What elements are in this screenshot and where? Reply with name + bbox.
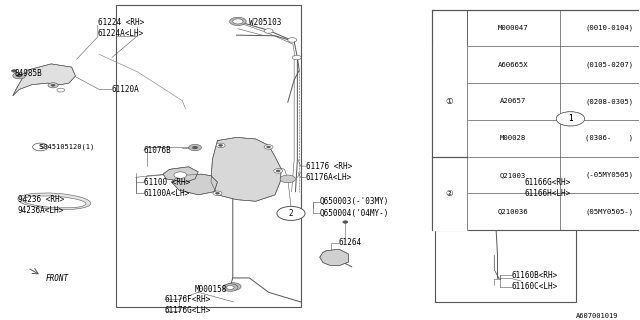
- Circle shape: [525, 106, 529, 108]
- Circle shape: [223, 284, 238, 291]
- Circle shape: [556, 112, 584, 126]
- Ellipse shape: [18, 193, 91, 210]
- Text: 61166G<RH>: 61166G<RH>: [524, 178, 571, 187]
- Circle shape: [292, 55, 301, 60]
- Circle shape: [219, 144, 223, 146]
- Polygon shape: [211, 137, 282, 201]
- Circle shape: [57, 88, 65, 92]
- Polygon shape: [163, 167, 198, 182]
- Text: 2: 2: [289, 209, 293, 218]
- Text: 61160C<LH>: 61160C<LH>: [511, 282, 558, 291]
- Circle shape: [226, 283, 241, 290]
- Text: M000047: M000047: [498, 25, 529, 31]
- Circle shape: [264, 29, 273, 33]
- Text: A607001019: A607001019: [575, 313, 618, 319]
- Bar: [435, 72, 575, 302]
- Circle shape: [267, 146, 271, 148]
- Circle shape: [556, 112, 584, 126]
- Polygon shape: [172, 174, 218, 195]
- Text: (-05MY0505): (-05MY0505): [585, 172, 633, 178]
- Circle shape: [277, 206, 305, 220]
- Circle shape: [233, 19, 243, 24]
- Circle shape: [522, 104, 533, 110]
- Text: 61100A<LH>: 61100A<LH>: [144, 189, 190, 198]
- Circle shape: [530, 106, 535, 108]
- Circle shape: [193, 146, 198, 149]
- Text: 94236 <RH>: 94236 <RH>: [18, 195, 64, 204]
- Circle shape: [189, 144, 202, 151]
- Polygon shape: [431, 46, 467, 156]
- Text: 61100 <RH>: 61100 <RH>: [144, 178, 190, 187]
- Text: (0208-0305): (0208-0305): [585, 98, 633, 105]
- Text: M00028: M00028: [500, 135, 526, 141]
- Circle shape: [13, 73, 26, 79]
- Text: 61160B<RH>: 61160B<RH>: [511, 271, 558, 280]
- Circle shape: [213, 191, 222, 196]
- Text: 61166H<LH>: 61166H<LH>: [524, 189, 571, 198]
- Circle shape: [33, 143, 48, 151]
- Text: 61076B: 61076B: [144, 146, 172, 155]
- Circle shape: [274, 169, 283, 173]
- Text: (0306-    ): (0306- ): [585, 135, 633, 141]
- Text: FRONT: FRONT: [46, 274, 69, 283]
- Circle shape: [343, 221, 348, 223]
- Text: S045105120(1): S045105120(1): [40, 144, 95, 150]
- Circle shape: [288, 38, 297, 42]
- Text: ①: ①: [445, 97, 453, 106]
- Polygon shape: [431, 156, 467, 230]
- Text: 94236A<LH>: 94236A<LH>: [18, 206, 64, 215]
- Text: A60665X: A60665X: [498, 62, 529, 68]
- Text: 61176F<RH>: 61176F<RH>: [165, 295, 211, 304]
- Text: (0105-0207): (0105-0207): [585, 61, 633, 68]
- Ellipse shape: [22, 196, 86, 208]
- Circle shape: [51, 84, 55, 86]
- Text: A20657: A20657: [500, 99, 526, 104]
- Text: 84985B: 84985B: [14, 69, 42, 78]
- Text: Q650004('04MY-): Q650004('04MY-): [320, 209, 389, 218]
- Circle shape: [174, 172, 187, 178]
- Polygon shape: [442, 86, 524, 119]
- Text: (0010-0104): (0010-0104): [585, 25, 633, 31]
- Circle shape: [280, 175, 296, 183]
- Text: 61176A<LH>: 61176A<LH>: [306, 173, 352, 182]
- Text: W205103: W205103: [250, 18, 282, 27]
- Text: 61176G<LH>: 61176G<LH>: [165, 306, 211, 315]
- Circle shape: [12, 70, 17, 72]
- Circle shape: [230, 17, 246, 26]
- Circle shape: [264, 145, 273, 149]
- Polygon shape: [320, 249, 349, 266]
- Text: Q210036: Q210036: [498, 209, 529, 215]
- Bar: [116, 5, 301, 307]
- Ellipse shape: [452, 102, 478, 110]
- Text: S: S: [38, 144, 42, 150]
- Circle shape: [458, 103, 470, 109]
- Text: 1: 1: [568, 114, 573, 123]
- Circle shape: [17, 75, 22, 77]
- Circle shape: [216, 143, 225, 148]
- Circle shape: [227, 286, 234, 289]
- Bar: [431, 10, 640, 230]
- Circle shape: [276, 170, 280, 172]
- Text: Q21003: Q21003: [500, 172, 526, 178]
- Text: ②: ②: [445, 189, 453, 198]
- Text: 61120A: 61120A: [112, 85, 140, 94]
- Polygon shape: [13, 64, 76, 96]
- Circle shape: [48, 83, 58, 88]
- Text: M000158: M000158: [195, 284, 227, 294]
- Circle shape: [216, 192, 220, 194]
- Text: 61224A<LH>: 61224A<LH>: [98, 29, 144, 38]
- Text: (05MY0505-): (05MY0505-): [585, 208, 633, 215]
- Text: 61176 <RH>: 61176 <RH>: [306, 162, 352, 171]
- Text: 61224 <RH>: 61224 <RH>: [98, 18, 144, 27]
- Circle shape: [230, 285, 237, 288]
- Text: 61264: 61264: [339, 238, 362, 247]
- Text: 1: 1: [568, 114, 573, 123]
- Text: Q650003(-'03MY): Q650003(-'03MY): [320, 197, 389, 206]
